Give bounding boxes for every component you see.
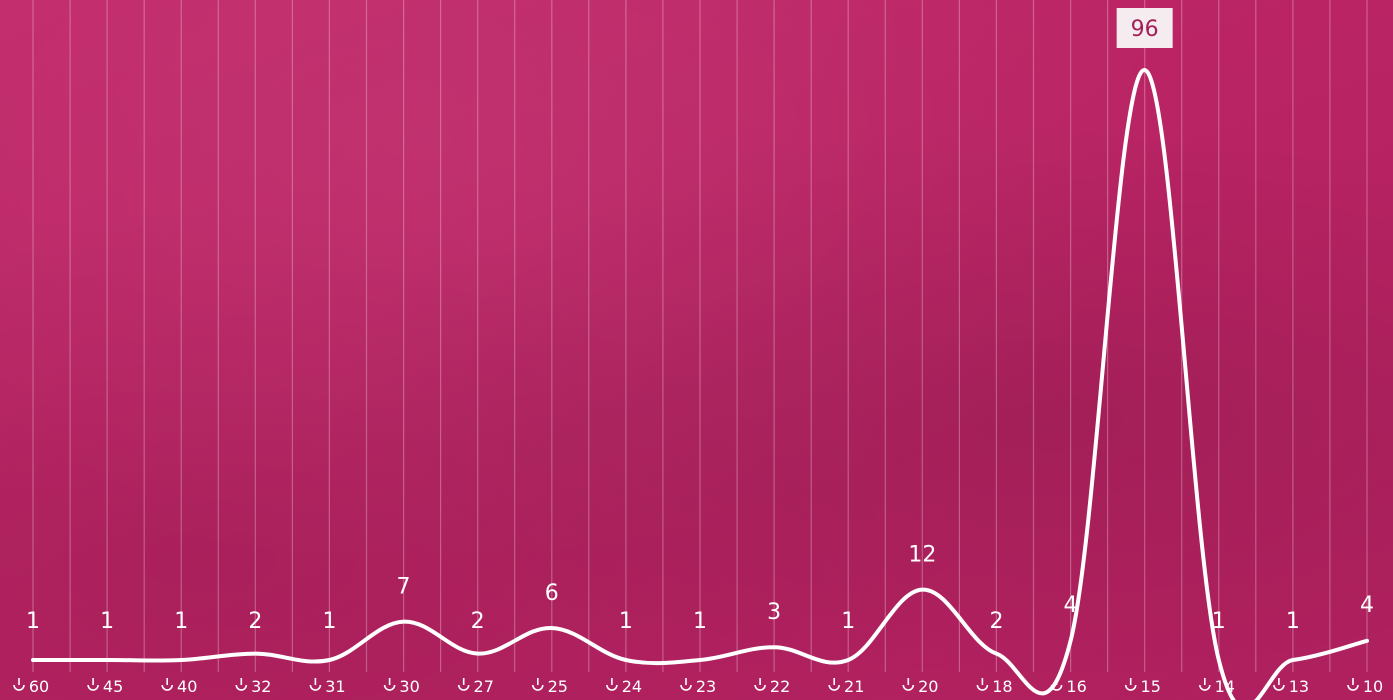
tilted-arrow-icon xyxy=(754,678,766,691)
x-tick-label: 45 xyxy=(103,677,123,696)
tilted-arrow-icon xyxy=(383,678,396,691)
icon-arc xyxy=(309,684,322,691)
tilted-arrow-icon xyxy=(161,678,173,691)
data-label: 7 xyxy=(397,575,411,600)
icon-arc xyxy=(87,684,99,691)
icon-arc xyxy=(383,684,396,691)
data-label: 1 xyxy=(841,609,855,634)
icon-arc xyxy=(754,684,766,691)
data-label: 1 xyxy=(322,609,336,634)
tilted-arrow-icon xyxy=(457,678,470,691)
tilted-arrow-icon xyxy=(976,678,989,691)
tilted-arrow-icon xyxy=(1124,678,1137,691)
data-label: 2 xyxy=(471,609,485,634)
icon-arc xyxy=(457,684,470,691)
data-label: 3 xyxy=(767,600,781,625)
x-tick-label: 23 xyxy=(696,677,716,696)
icon-arc xyxy=(1124,684,1137,691)
x-tick-label: 20 xyxy=(918,677,938,696)
tilted-arrow-icon xyxy=(235,678,248,691)
icon-arc xyxy=(976,684,989,691)
x-tick-label: 21 xyxy=(844,677,864,696)
tilted-arrow-icon xyxy=(902,678,915,691)
data-label: 1 xyxy=(693,609,707,634)
icon-arc xyxy=(1347,684,1359,691)
data-label: 12 xyxy=(908,543,936,568)
tilted-arrow-icon xyxy=(1273,678,1285,691)
data-label: 2 xyxy=(989,609,1003,634)
peak-label-box xyxy=(1116,8,1173,48)
tilted-arrow-icon xyxy=(1199,678,1211,691)
data-label: 1 xyxy=(26,609,40,634)
icon-arc xyxy=(1199,684,1211,691)
icon-arc xyxy=(828,684,841,691)
icon-arc xyxy=(235,684,248,691)
x-tick-label: 25 xyxy=(548,677,568,696)
icon-arc xyxy=(161,684,173,691)
x-tick-labels: 60 45 40 32 31 30 27 25 24 23 22 21 20 18 16 15 14 13 10 xyxy=(13,677,1383,696)
icon-arc xyxy=(680,684,692,691)
tilted-arrow-icon xyxy=(87,678,99,691)
series-line xyxy=(31,68,1369,700)
tilted-arrow-icon xyxy=(680,678,692,691)
peak-data-label: 96 xyxy=(1131,17,1159,42)
tilted-arrow-icon xyxy=(828,678,841,691)
tilted-arrow-icon xyxy=(309,678,322,691)
x-tick-label: 24 xyxy=(622,677,642,696)
data-label: 6 xyxy=(545,581,559,606)
icon-arc xyxy=(1050,684,1063,691)
x-tick-label: 10 xyxy=(1363,677,1383,696)
data-label: 4 xyxy=(1064,593,1078,618)
data-label: 1 xyxy=(1212,609,1226,634)
tilted-arrow-icon xyxy=(606,678,618,691)
x-tick-label: 60 xyxy=(29,677,49,696)
data-label: 1 xyxy=(100,609,114,634)
data-label: 1 xyxy=(1286,609,1300,634)
x-tick-label: 27 xyxy=(474,677,494,696)
tilted-arrow-icon xyxy=(13,678,25,691)
icon-arc xyxy=(606,684,618,691)
data-label: 2 xyxy=(248,609,262,634)
x-tick-label: 15 xyxy=(1141,677,1161,696)
data-label: 4 xyxy=(1360,593,1374,618)
tilted-arrow-icon xyxy=(531,678,544,691)
x-tick-label: 30 xyxy=(399,677,419,696)
x-tick-label: 32 xyxy=(251,677,271,696)
icon-arc xyxy=(902,684,915,691)
icon-arc xyxy=(13,684,25,691)
data-label: 1 xyxy=(174,609,188,634)
data-label: 1 xyxy=(619,609,633,634)
tilted-arrow-icon xyxy=(1050,678,1063,691)
grid-lines xyxy=(32,0,1368,672)
x-tick-label: 18 xyxy=(992,677,1012,696)
x-tick-label: 16 xyxy=(1066,677,1086,696)
tilted-arrow-icon xyxy=(1347,678,1359,691)
x-tick-label: 22 xyxy=(770,677,790,696)
x-tick-label: 40 xyxy=(177,677,197,696)
icon-arc xyxy=(1273,684,1285,691)
x-tick-label: 13 xyxy=(1289,677,1309,696)
x-tick-label: 31 xyxy=(325,677,345,696)
icon-arc xyxy=(531,684,544,691)
x-tick-label: 14 xyxy=(1215,677,1235,696)
